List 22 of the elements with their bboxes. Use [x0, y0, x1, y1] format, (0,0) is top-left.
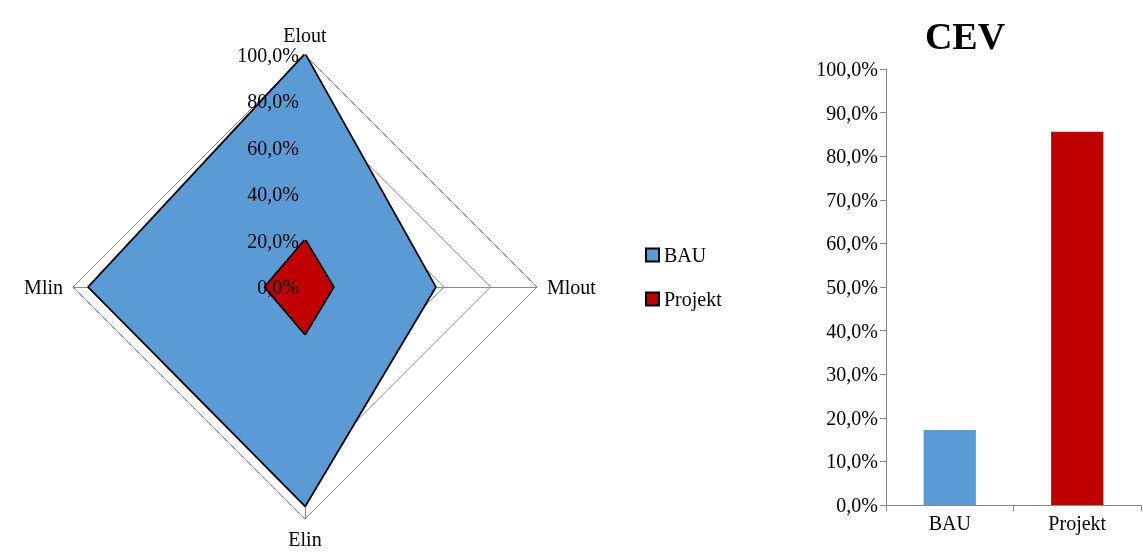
spoke-label: Elin — [288, 528, 322, 550]
y-tick-label: 10,0% — [826, 450, 878, 473]
y-tick-label: 0,0% — [836, 494, 878, 516]
y-tick-label: 20,0% — [247, 229, 299, 252]
y-tick-label: 100,0% — [237, 44, 299, 66]
y-tick-label: 90,0% — [826, 101, 878, 124]
y-tick-label: 80,0% — [826, 145, 878, 168]
spoke-label: Mlin — [24, 276, 63, 298]
spoke-label: Mlout — [547, 276, 597, 298]
y-tick-label: 60,0% — [826, 232, 878, 255]
spoke-label: Elout — [283, 24, 328, 46]
y-tick-label: 30,0% — [826, 363, 878, 386]
y-tick-label: 40,0% — [247, 183, 299, 206]
legend-label: Projekt — [664, 288, 723, 311]
chart-title: CEV — [924, 15, 1006, 57]
y-tick-label: 40,0% — [826, 319, 878, 342]
y-tick-label: 50,0% — [826, 276, 878, 298]
legend-label: BAU — [664, 244, 707, 266]
y-tick-label: 70,0% — [826, 188, 878, 211]
y-tick-label: 100,0% — [816, 58, 878, 80]
y-tick-label: 20,0% — [826, 406, 878, 429]
y-tick-label: 60,0% — [247, 136, 299, 159]
